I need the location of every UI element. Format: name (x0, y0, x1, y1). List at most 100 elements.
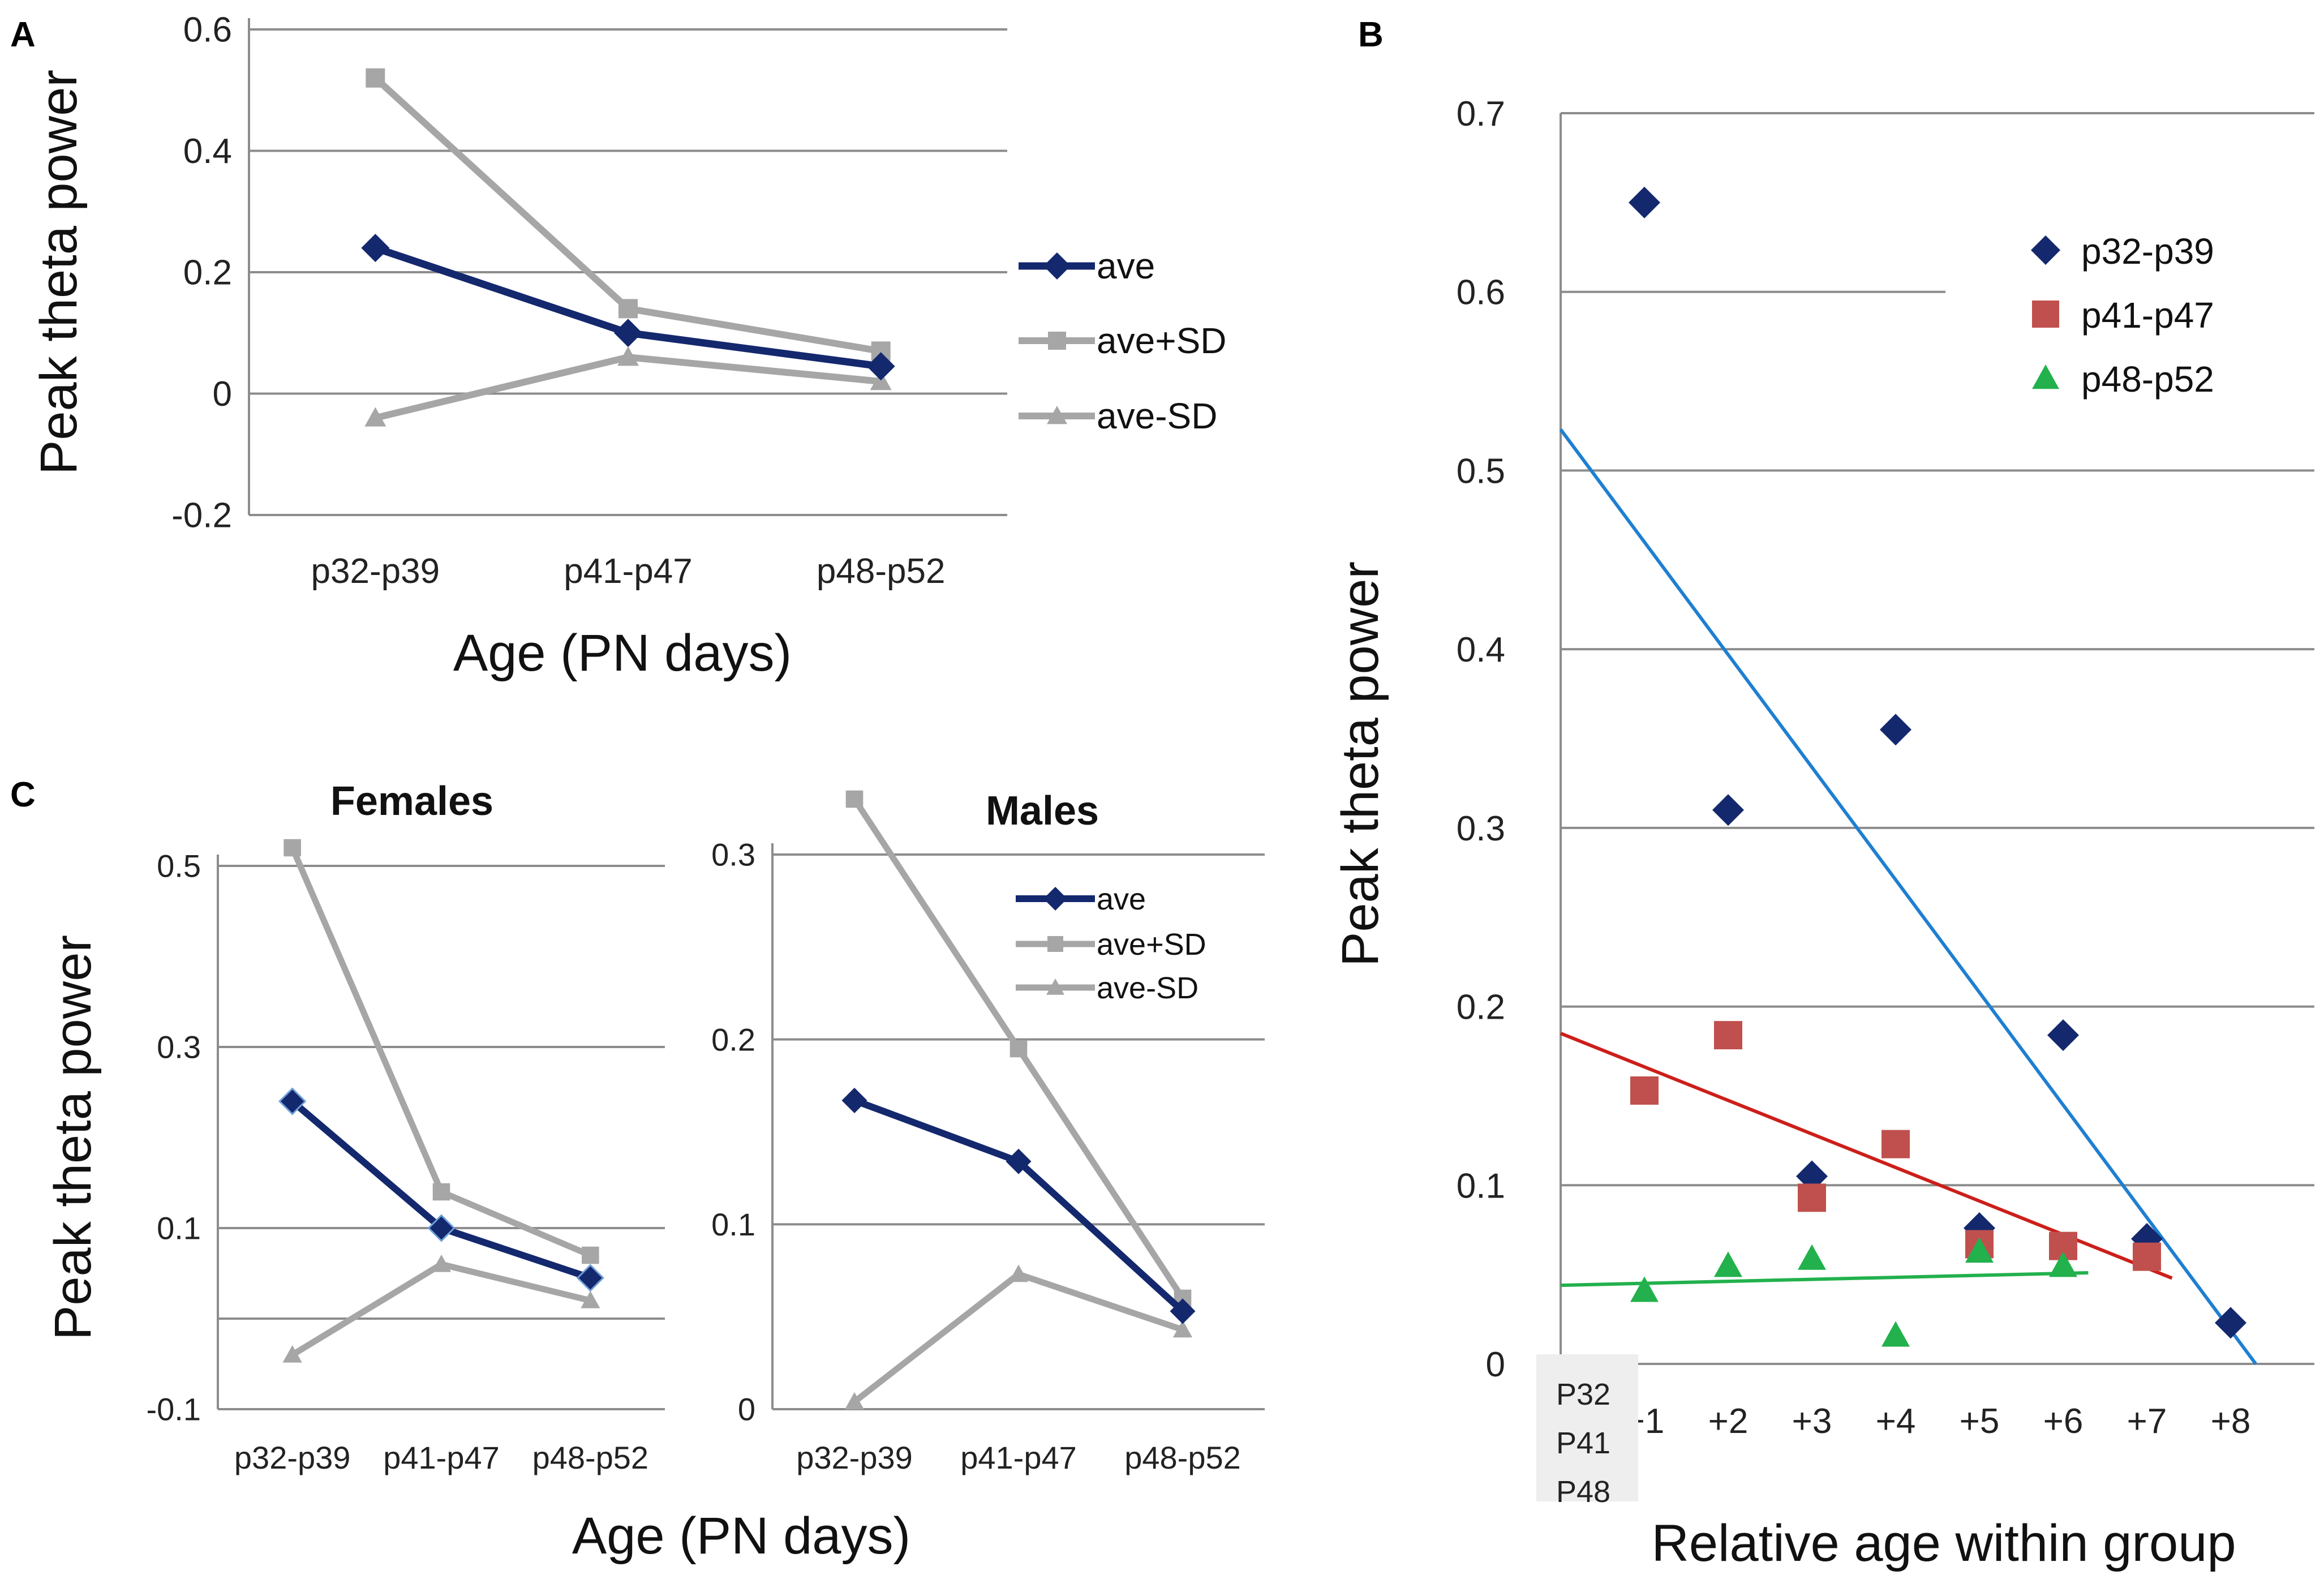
chart-c-females-series (278, 839, 604, 1363)
chart-b-point-p48-p52 (1714, 1251, 1742, 1277)
cm-x-tick-label: p41-p47 (960, 1440, 1077, 1475)
chart-b-inset-box (1536, 1354, 1638, 1501)
a-point-ave-sd (617, 346, 639, 366)
chart-a-series (361, 68, 895, 427)
chart-c-y-axis-title: Peak theta power (44, 935, 102, 1340)
chart-b-point-p48-p52 (2049, 1251, 2077, 1277)
chart-a-x-ticks: p32-p39 p41-p47 p48-p52 (311, 552, 946, 591)
chart-b-point-p41-p47 (1881, 1130, 1910, 1158)
a-point-ave-sd (364, 407, 386, 427)
a-point-ave (361, 234, 390, 263)
chart-c-males-y-ticks: 0 0.1 0.2 0.3 (711, 837, 755, 1427)
chart-c: Females Males -0.1 0.1 0.3 0.5 p32-p39 p41-p… (44, 779, 1265, 1565)
chart-b-y-ticks: 0 0.1 0.2 0.3 0.4 0.5 0.6 0.7 (1457, 95, 1505, 1384)
chart-c-legend-marker-ave-minus-sd (1046, 979, 1064, 995)
chart-b-point-p32-p39 (1880, 714, 1911, 746)
cm-point-ave (1170, 1298, 1196, 1324)
cf-point-ave-sd (581, 1290, 600, 1308)
chart-b-x-tick-label: +4 (1876, 1402, 1916, 1441)
chart-b-inset-label-p48: P48 (1556, 1475, 1610, 1509)
panel-letter-c: C (10, 775, 36, 814)
chart-b-point-p41-p47 (2049, 1231, 2077, 1260)
cf-point-ave-sd (282, 1345, 302, 1363)
chart-b-x-tick-label: +5 (1960, 1402, 2000, 1441)
chart-b-x-tick-label: +6 (2043, 1402, 2084, 1441)
chart-b-y-tick-label: 0.5 (1457, 452, 1505, 491)
cm-point-ave-plus-sd (845, 790, 864, 808)
a-point-ave (614, 319, 642, 347)
chart-b-inset-label-p32: P32 (1556, 1377, 1610, 1411)
cf-y-tick-label: 0.3 (157, 1029, 201, 1065)
chart-c-males-series (841, 790, 1196, 1410)
chart-a-y-ticks: -0.2 0 0.2 0.4 0.6 (171, 11, 232, 535)
chart-b-x-tick-label: +2 (1708, 1402, 1749, 1441)
cm-point-ave (1006, 1148, 1032, 1174)
chart-b-trendline-p32-p39 (1559, 428, 2257, 1365)
chart-a-legend: ave ave+SD ave-SD (1019, 246, 1226, 436)
chart-b-trendline-p48-p52 (1560, 1271, 2089, 1288)
chart-b-legend-label-p48-p52: p48-p52 (2081, 359, 2214, 400)
chart-c-legend-label-ave: ave (1097, 882, 1146, 916)
chart-b-x-ticks: +1 +2 +3 +4 +5 +6 +7 +8 (1625, 1402, 2251, 1441)
cm-point-ave-sd (1172, 1320, 1193, 1338)
chart-b-legend-label-p41-p47: p41-p47 (2081, 295, 2214, 336)
a-point-ave-plus-sd (366, 68, 385, 88)
cf-point-ave-plus-sd (432, 1183, 450, 1201)
chart-c-males-title: Males (986, 788, 1099, 834)
a-point-ave (866, 352, 895, 381)
chart-a-legend-label-ave-minus-sd: ave-SD (1097, 396, 1217, 436)
chart-a-x-axis-title: Age (PN days) (453, 624, 792, 682)
chart-c-males-x-ticks: p32-p39 p41-p47 p48-p52 (796, 1440, 1241, 1475)
cf-point-ave (576, 1264, 604, 1292)
chart-b-point-p48-p52 (1798, 1244, 1826, 1270)
chart-b-inset-label-p41: P41 (1556, 1426, 1610, 1460)
chart-b-point-p32-p39 (2047, 1019, 2079, 1052)
cm-point-ave-sd (1008, 1264, 1029, 1282)
cm-y-tick-label: 0.3 (711, 837, 755, 873)
chart-b-y-axis-title: Peak theta power (1331, 561, 1389, 967)
cm-x-tick-label: p48-p52 (1124, 1440, 1241, 1475)
chart-a-legend-label-ave: ave (1097, 246, 1155, 286)
a-y-tick-label: 0 (213, 375, 232, 414)
cf-point-ave (427, 1214, 456, 1242)
cm-point-ave-plus-sd (1009, 1040, 1028, 1058)
chart-a: -0.2 0 0.2 0.4 0.6 p32-p39 p41-p47 p48-p52 Pea… (30, 11, 1226, 682)
chart-b-trendlines (1559, 428, 2257, 1365)
chart-b-point-p41-p47 (1714, 1021, 1742, 1050)
cf-x-tick-label: p41-p47 (383, 1440, 500, 1475)
chart-b-y-tick-label: 0 (1486, 1345, 1505, 1384)
cm-point-ave (841, 1087, 867, 1113)
chart-a-legend-marker-ave-plus-sd (1048, 332, 1066, 350)
a-point-ave-plus-sd (618, 299, 638, 319)
panel-letter-b: B (1358, 15, 1384, 54)
cm-x-tick-label: p32-p39 (796, 1440, 913, 1475)
chart-b-legend-label-p32-p39: p32-p39 (2081, 231, 2214, 272)
chart-b-point-p48-p52 (1881, 1321, 1910, 1347)
chart-c-legend-label-ave-minus-sd: ave-SD (1097, 971, 1198, 1005)
chart-b-x-axis-title: Relative age within group (1651, 1514, 2236, 1572)
chart-c-legend-marker-ave-plus-sd (1047, 936, 1063, 952)
chart-b-y-tick-label: 0.2 (1457, 988, 1505, 1027)
a-y-tick-label: 0.6 (183, 11, 232, 50)
cf-series-line-ave-sd (290, 1261, 591, 1358)
chart-b-y-tick-label: 0.6 (1457, 273, 1505, 312)
chart-b-point-p41-p47 (1630, 1076, 1659, 1105)
chart-b-point-p32-p39 (1712, 794, 1744, 826)
cf-y-tick-label: -0.1 (147, 1392, 201, 1427)
a-y-tick-label: 0.4 (183, 132, 232, 171)
cm-point-ave-sd (844, 1392, 865, 1410)
a-point-ave-plus-sd (871, 341, 891, 361)
chart-b-point-p41-p47 (1798, 1183, 1826, 1212)
chart-a-legend-marker-ave-minus-sd (1047, 406, 1067, 424)
a-series-line-ave-sd (374, 354, 882, 422)
cf-y-tick-label: 0.5 (157, 848, 201, 884)
a-y-tick-label: 0.2 (183, 254, 232, 293)
a-y-tick-label: -0.2 (171, 496, 232, 535)
chart-b-x-tick-label: +7 (2127, 1402, 2167, 1441)
cf-point-ave-plus-sd (582, 1246, 599, 1264)
chart-b-legend-marker-p41-p47 (2032, 301, 2059, 328)
cf-x-tick-label: p48-p52 (532, 1440, 649, 1475)
panel-letter-a: A (10, 15, 36, 54)
chart-b-x-tick-label: +8 (2211, 1402, 2251, 1441)
a-x-tick-label: p48-p52 (817, 552, 946, 591)
